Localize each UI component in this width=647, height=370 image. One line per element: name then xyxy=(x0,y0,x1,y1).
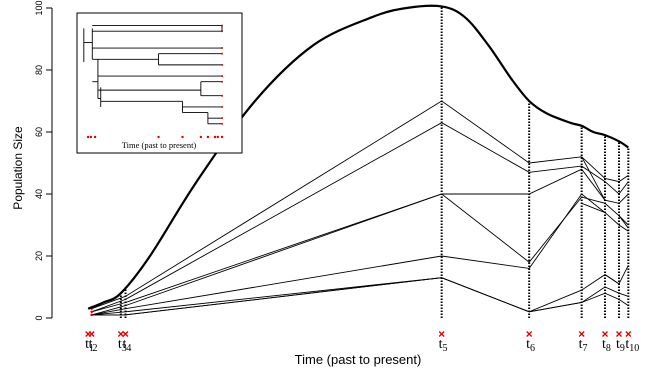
lineage-segment xyxy=(604,274,620,285)
tree-sample-time-point xyxy=(216,135,219,139)
sample-time-label: t10 xyxy=(625,337,639,354)
tree-sample-time-point xyxy=(93,135,97,139)
tree-tip-point xyxy=(221,105,223,108)
sample-time-x-marker xyxy=(117,331,124,337)
sample-time-label: t2 xyxy=(89,337,98,354)
genealogy-tree-inset: Time (past to present) xyxy=(76,12,243,154)
tree-sample-time-point xyxy=(157,135,160,139)
tree-tip-point xyxy=(221,75,223,78)
sample-time-label: t7 xyxy=(579,337,588,354)
y-tick-label: 80 xyxy=(34,65,44,75)
sample-time-label: t9 xyxy=(616,337,625,354)
tree-sample-time-point xyxy=(206,135,210,139)
sample-time-label: t8 xyxy=(602,337,611,354)
sample-time-x-marker xyxy=(625,331,632,337)
y-tick-label: 0 xyxy=(34,315,44,320)
lineage-lines xyxy=(90,100,629,317)
sample-time-x-marker xyxy=(526,331,533,337)
sample-time-label: t5 xyxy=(439,337,448,354)
sample-time-x-marker xyxy=(122,331,129,337)
tree-sample-time-point xyxy=(181,135,184,139)
lineage-line xyxy=(91,193,629,316)
tree-tip-markers xyxy=(86,135,224,139)
sample-time-markers xyxy=(85,331,632,337)
tree-tip-point xyxy=(221,63,223,66)
y-axis-label: Population Size xyxy=(11,126,25,210)
inset-x-axis-label: Time (past to present) xyxy=(122,140,197,150)
lineage-line xyxy=(91,100,629,310)
tree-sample-time-point xyxy=(213,135,217,139)
tree-tip-point xyxy=(221,94,223,97)
sample-time-dotted-lines xyxy=(119,6,630,318)
lineage-line xyxy=(91,168,629,313)
lineage-segment xyxy=(618,215,629,226)
lineage-line xyxy=(91,265,629,316)
tree-tip-point xyxy=(221,52,223,55)
inset-frame xyxy=(76,12,243,154)
tree-tip-point xyxy=(221,80,223,83)
tree-tip-point xyxy=(221,47,223,50)
sample-time-label: t1 xyxy=(85,337,94,354)
tree-tip-point xyxy=(221,117,223,120)
sample-time-x-marker xyxy=(438,331,445,337)
y-axis: 0 20 40 60 80 100 xyxy=(34,0,53,321)
sample-time-x-marker xyxy=(602,331,608,337)
genealogy-tree xyxy=(83,24,223,125)
lineage-line xyxy=(91,122,629,313)
x-axis-label: Time (past to present) xyxy=(295,352,422,367)
tree-sample-time-point xyxy=(220,135,224,139)
sample-time-label: t4 xyxy=(123,337,132,354)
tree-sample-time-point xyxy=(86,135,90,139)
sample-time-label: t6 xyxy=(526,337,535,354)
lineage-start-point xyxy=(90,310,93,313)
tree-sample-time-point xyxy=(89,135,93,139)
sample-time-x-marker xyxy=(578,331,585,337)
lineage-line xyxy=(91,193,629,316)
tree-tip-point xyxy=(221,122,223,125)
sample-time-x-marker xyxy=(88,331,95,337)
lineage-segment xyxy=(581,202,606,214)
y-tick-label: 60 xyxy=(34,127,44,137)
population-size-curve xyxy=(87,4,629,310)
y-tick-label: 20 xyxy=(34,251,44,261)
tree-sample-time-point xyxy=(199,135,203,139)
sample-time-x-marker xyxy=(616,331,622,337)
y-tick-label: 40 xyxy=(34,189,44,199)
lineage-segment xyxy=(581,156,606,201)
y-tick-label: 100 xyxy=(34,0,44,15)
lineage-line xyxy=(91,277,629,316)
lineage-start-point xyxy=(90,313,93,317)
sample-time-label: t3 xyxy=(118,337,127,354)
